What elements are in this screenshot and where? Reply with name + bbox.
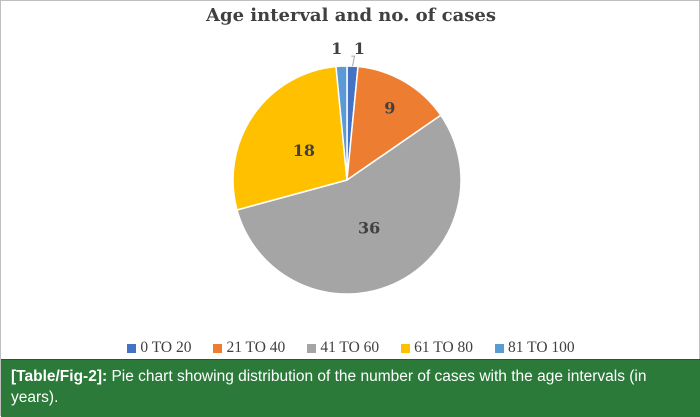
data-label-61-to-80: 18: [293, 141, 315, 160]
chart-legend: 0 TO 20 21 TO 40 41 TO 60 61 TO 80 81 TO 100: [1, 337, 700, 359]
chart-title: Age interval and no. of cases: [206, 5, 496, 26]
legend-item-41-to-60: 41 TO 60: [307, 339, 379, 357]
legend-swatch: [213, 343, 223, 353]
figure-caption: [Table/Fig-2]: Pie chart showing distrib…: [1, 359, 700, 417]
legend-item-61-to-80: 61 TO 80: [401, 339, 473, 357]
pie-chart: 1 9 36 18 1: [232, 39, 462, 295]
legend-item-0-to-20: 0 TO 20: [127, 339, 191, 357]
pie-slice-81-to-100: [335, 65, 348, 181]
data-label-21-to-40: 9: [384, 98, 395, 117]
pie-slice-41-to-60: [236, 114, 462, 295]
data-label-0-to-20: 1: [354, 39, 365, 58]
caption-label: [Table/Fig-2]:: [11, 368, 108, 385]
legend-label: 0 TO 20: [140, 339, 192, 356]
pie-slice-21-to-40: [346, 65, 442, 182]
caption-text: Pie chart showing distribution of the nu…: [11, 368, 647, 406]
legend-swatch: [401, 343, 411, 353]
legend-label: 61 TO 80: [414, 339, 474, 356]
data-label-41-to-60: 36: [358, 219, 380, 238]
data-label-81-to-100: 1: [331, 39, 342, 58]
legend-item-21-to-40: 21 TO 40: [213, 339, 285, 357]
legend-swatch: [127, 343, 137, 353]
legend-swatch: [495, 343, 505, 353]
legend-label: 81 TO 100: [508, 339, 575, 356]
legend-swatch: [307, 343, 317, 353]
pie-slice-61-to-80: [232, 65, 348, 211]
legend-label: 21 TO 40: [226, 339, 286, 356]
legend-item-81-to-100: 81 TO 100: [495, 339, 575, 357]
legend-label: 41 TO 60: [320, 339, 380, 356]
leader-line: [351, 55, 356, 67]
